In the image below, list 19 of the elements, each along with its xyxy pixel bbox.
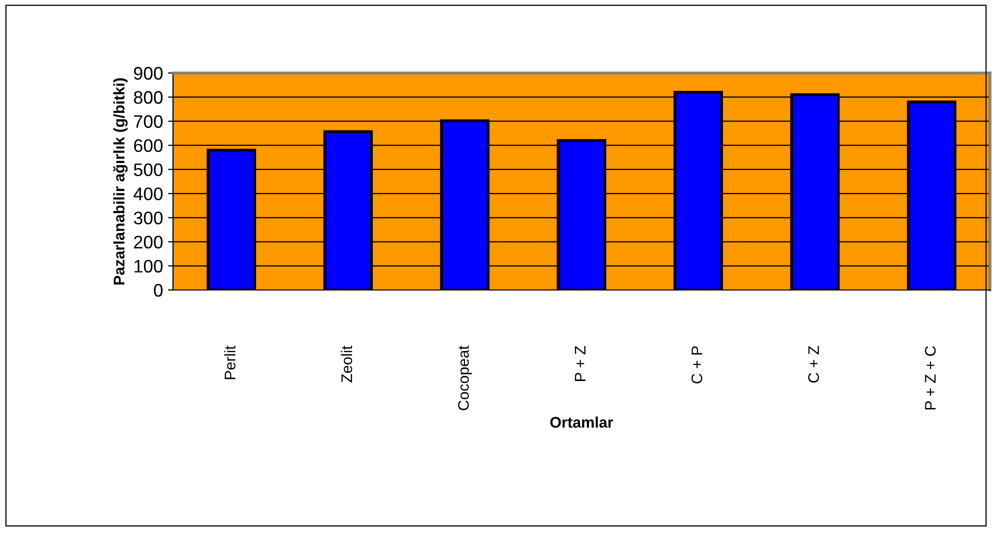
y-tick-label: 800 [134, 91, 163, 104]
y-tick-label: 300 [134, 212, 163, 224]
y-tick-label: 500 [134, 163, 163, 176]
x-tick-label: Cocopeat [458, 346, 472, 410]
x-tick-label: P + Z [574, 346, 586, 381]
x-tick-label: Zeolit [340, 346, 352, 382]
y-tick-label: 200 [134, 236, 163, 248]
y-tick-label: 700 [134, 115, 163, 128]
y-tick-label: 900 [134, 66, 163, 80]
x-tick-label: C + Z [808, 346, 820, 383]
x-axis-title: Ortamlar [550, 416, 614, 428]
x-tick-label: Perlit [224, 346, 236, 380]
y-tick-label: 600 [134, 139, 163, 152]
y-tick-label: 400 [134, 187, 163, 200]
x-tick-label: P + Z + C [924, 346, 936, 410]
x-tick-label: C + P [691, 346, 702, 384]
y-axis-title: Pazarlanabilir ağırlık (g/bitki) [113, 78, 128, 284]
y-tick-label: 100 [134, 260, 163, 273]
y-tick-label: 0 [154, 284, 163, 297]
